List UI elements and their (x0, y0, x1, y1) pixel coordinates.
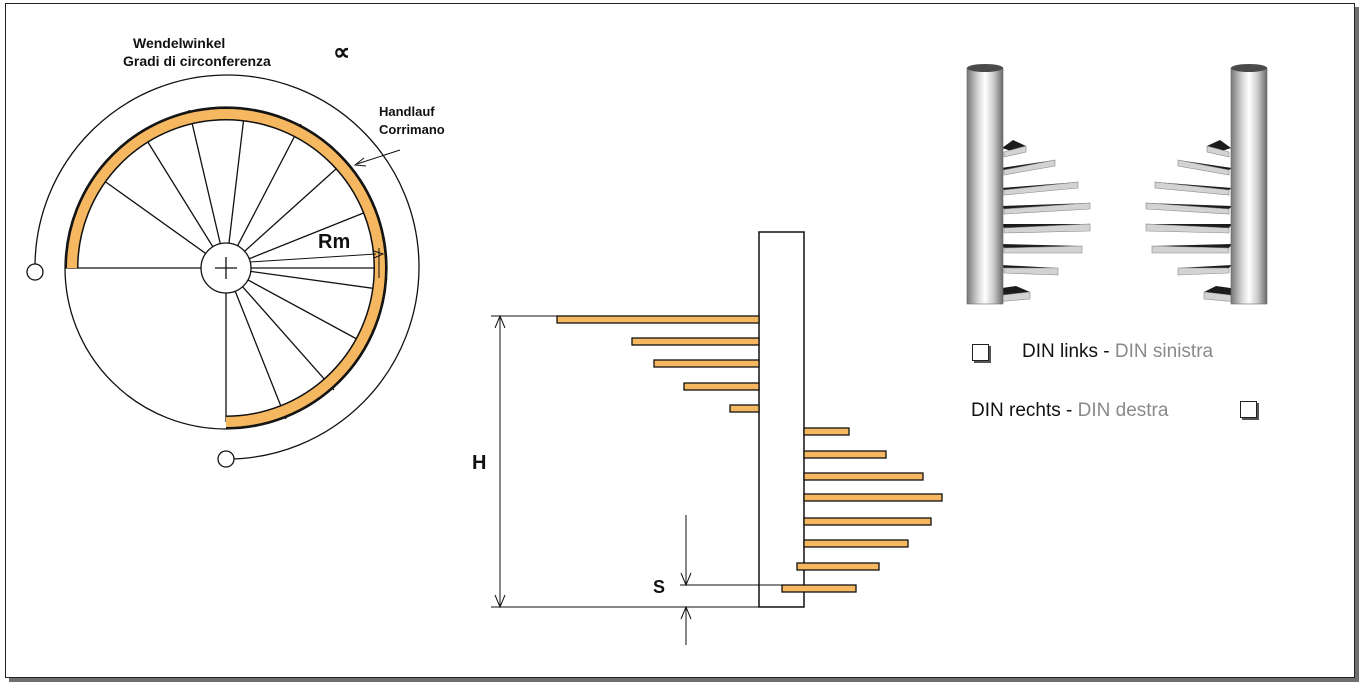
elevation-treads (556, 315, 943, 593)
alpha-symbol: ∝ (333, 39, 350, 66)
din-right-label: DIN rechts - DIN destra (971, 400, 1168, 422)
height-arrow-top (494, 314, 506, 329)
angle-label-de: Wendelwinkel (133, 35, 225, 51)
handrail-label-it: Corrimano (379, 122, 445, 137)
handrail-label-de: Handlauf (379, 104, 435, 119)
din-right-checkbox[interactable] (1240, 401, 1257, 418)
angle-label-it: Gradi di circonferenza (123, 53, 271, 69)
stair-3d-right (1145, 64, 1268, 305)
handrail-band (67, 109, 385, 427)
arc-start-marker (26, 263, 44, 281)
din-right-separator: - (1060, 400, 1078, 421)
stair-3d-left (966, 64, 1091, 305)
radius-arrow (373, 250, 385, 259)
din-left-label: DIN links - DIN sinistra (1022, 341, 1213, 363)
din-left-checkbox[interactable] (972, 344, 989, 361)
height-label: H (472, 452, 486, 474)
din-right-de: DIN rechts (971, 400, 1061, 421)
right-tread-faces (1145, 145, 1239, 303)
side-elevation: H S (472, 231, 943, 645)
step-arrow-top (680, 572, 692, 587)
left-column-top (967, 64, 1003, 72)
din-right-it: DIN destra (1077, 400, 1169, 421)
din-left-separator: - (1098, 341, 1115, 362)
left-column (966, 67, 1004, 305)
din-left-it: DIN sinistra (1114, 341, 1214, 362)
plan-view (26, 74, 420, 468)
handrail-leader-arrow (353, 157, 367, 167)
plan-treads (95, 107, 386, 422)
rotation-angle-arc (34, 74, 420, 460)
radius-label: Rm (318, 231, 350, 253)
right-column-top (1231, 64, 1267, 72)
step-arrow-bottom (680, 605, 692, 620)
step-label: S (653, 577, 665, 597)
radius-line (249, 253, 377, 263)
right-column (1230, 67, 1268, 305)
height-arrow-bottom (494, 594, 506, 609)
arc-end-marker (217, 450, 235, 468)
handrail-leader (356, 149, 401, 165)
elevation-column (758, 231, 805, 608)
left-tread-faces (994, 145, 1091, 303)
din-left-de: DIN links (1022, 341, 1099, 362)
